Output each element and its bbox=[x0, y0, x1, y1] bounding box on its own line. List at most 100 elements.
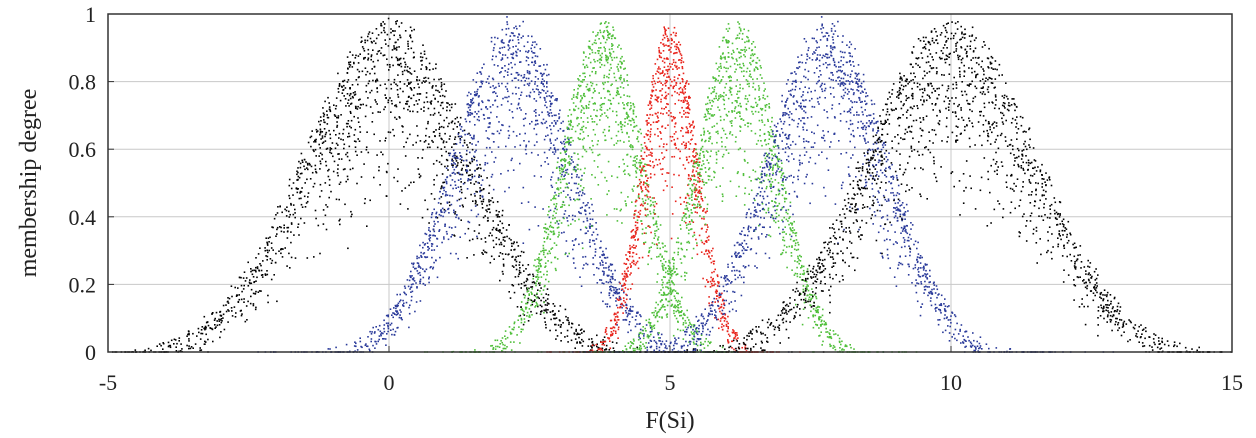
scatter-point bbox=[643, 142, 646, 144]
scatter-point bbox=[504, 240, 506, 242]
scatter-point bbox=[512, 116, 514, 119]
scatter-point bbox=[492, 347, 495, 349]
scatter-point bbox=[447, 208, 449, 211]
scatter-point bbox=[425, 92, 428, 94]
scatter-point bbox=[444, 225, 446, 227]
scatter-point bbox=[435, 216, 438, 218]
scatter-point bbox=[582, 59, 585, 61]
scatter-point bbox=[508, 125, 511, 128]
scatter-point bbox=[627, 196, 629, 198]
scatter-point bbox=[586, 117, 589, 119]
scatter-point bbox=[677, 307, 680, 309]
scatter-point bbox=[409, 82, 411, 85]
scatter-point bbox=[478, 116, 480, 118]
scatter-point bbox=[378, 324, 381, 327]
scatter-point bbox=[473, 137, 475, 140]
scatter-point bbox=[423, 141, 426, 143]
scatter-point bbox=[580, 95, 582, 97]
scatter-point bbox=[630, 146, 632, 149]
scatter-point bbox=[389, 66, 391, 68]
scatter-point bbox=[545, 299, 547, 302]
scatter-point bbox=[438, 213, 441, 216]
scatter-point bbox=[457, 217, 460, 219]
scatter-point bbox=[312, 185, 315, 188]
scatter-point bbox=[442, 94, 444, 97]
scatter-point bbox=[722, 298, 724, 301]
scatter-point bbox=[512, 53, 514, 56]
scatter-point bbox=[638, 336, 640, 338]
scatter-point bbox=[428, 82, 431, 84]
scatter-point bbox=[455, 165, 458, 168]
scatter-point bbox=[619, 209, 622, 212]
scatter-point bbox=[491, 77, 494, 80]
scatter-point bbox=[528, 287, 530, 290]
scatter-point bbox=[260, 264, 262, 267]
scatter-point bbox=[647, 225, 649, 228]
scatter-point bbox=[546, 252, 549, 255]
scatter-point bbox=[442, 181, 444, 184]
scatter-point bbox=[422, 276, 425, 279]
scatter-point bbox=[587, 57, 590, 59]
scatter-point bbox=[550, 221, 552, 224]
scatter-point bbox=[626, 275, 629, 278]
scatter-point bbox=[635, 315, 638, 317]
scatter-point bbox=[337, 168, 339, 170]
scatter-point bbox=[652, 201, 654, 204]
scatter-point bbox=[613, 291, 615, 294]
scatter-point bbox=[347, 178, 349, 181]
scatter-point bbox=[533, 110, 536, 112]
scatter-point bbox=[687, 177, 690, 180]
scatter-point bbox=[507, 169, 509, 172]
scatter-point bbox=[550, 103, 552, 106]
scatter-point bbox=[543, 227, 545, 229]
scatter-point bbox=[656, 281, 658, 283]
scatter-point bbox=[677, 46, 679, 49]
scatter-point bbox=[384, 83, 386, 85]
scatter-point bbox=[572, 257, 575, 260]
scatter-point bbox=[294, 208, 296, 211]
scatter-point bbox=[326, 116, 329, 119]
scatter-point bbox=[495, 345, 497, 348]
scatter-point bbox=[525, 59, 528, 62]
scatter-point bbox=[380, 334, 382, 337]
scatter-point bbox=[319, 147, 321, 149]
scatter-point bbox=[507, 68, 510, 70]
scatter-point bbox=[407, 108, 409, 111]
scatter-point bbox=[450, 203, 453, 206]
scatter-point bbox=[578, 336, 580, 339]
scatter-point bbox=[518, 273, 520, 275]
scatter-point bbox=[497, 65, 499, 67]
scatter-point bbox=[667, 37, 669, 40]
scatter-point bbox=[390, 111, 392, 113]
scatter-point bbox=[344, 98, 347, 100]
scatter-point bbox=[584, 213, 587, 216]
scatter-point bbox=[534, 299, 536, 301]
scatter-point bbox=[288, 197, 291, 200]
scatter-point bbox=[538, 93, 540, 96]
scatter-point bbox=[567, 162, 569, 164]
scatter-point bbox=[622, 87, 625, 89]
scatter-point bbox=[717, 282, 720, 285]
scatter-point bbox=[419, 274, 422, 276]
scatter-point bbox=[679, 111, 681, 114]
scatter-point bbox=[688, 319, 690, 321]
scatter-point bbox=[543, 301, 545, 304]
scatter-point bbox=[687, 324, 690, 327]
scatter-point bbox=[684, 88, 687, 90]
scatter-point bbox=[552, 230, 555, 232]
scatter-point bbox=[557, 148, 559, 151]
scatter-point bbox=[422, 241, 424, 244]
scatter-point bbox=[481, 101, 484, 104]
scatter-point bbox=[370, 340, 372, 343]
scatter-point bbox=[585, 232, 588, 234]
scatter-point bbox=[650, 124, 652, 126]
scatter-point bbox=[578, 176, 580, 179]
scatter-point bbox=[270, 247, 273, 249]
scatter-point bbox=[227, 297, 229, 299]
scatter-point bbox=[588, 212, 591, 215]
scatter-point bbox=[462, 183, 465, 185]
scatter-point bbox=[566, 220, 569, 222]
scatter-point bbox=[641, 191, 643, 193]
scatter-point bbox=[418, 264, 420, 267]
scatter-point bbox=[714, 317, 716, 319]
